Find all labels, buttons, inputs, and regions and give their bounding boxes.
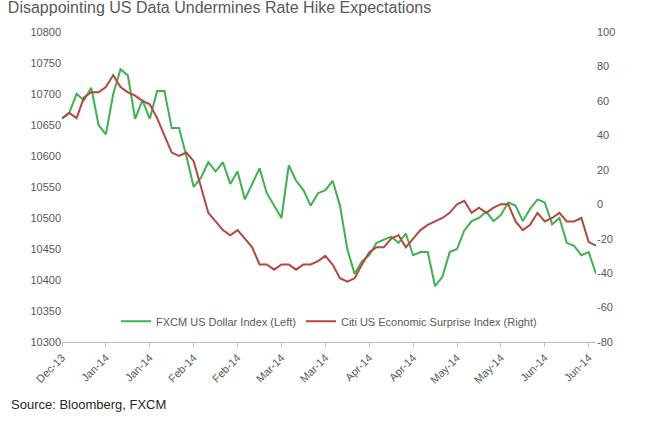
svg-text:10550: 10550 <box>30 181 61 193</box>
svg-text:Jun-14: Jun-14 <box>518 352 550 384</box>
svg-text:10800: 10800 <box>30 26 61 38</box>
svg-text:May-14: May-14 <box>428 352 462 386</box>
svg-text:10500: 10500 <box>30 212 61 224</box>
svg-text:Jan-14: Jan-14 <box>79 352 111 384</box>
svg-text:Citi US Economic Surprise Inde: Citi US Economic Surprise Index (Right) <box>341 316 537 328</box>
svg-text:Dec-13: Dec-13 <box>34 352 68 386</box>
svg-text:10600: 10600 <box>30 150 61 162</box>
svg-text:10700: 10700 <box>30 88 61 100</box>
svg-text:Mar-14: Mar-14 <box>254 352 287 385</box>
svg-text:80: 80 <box>597 60 609 72</box>
svg-text:10450: 10450 <box>30 243 61 255</box>
svg-text:-80: -80 <box>597 336 613 348</box>
svg-text:0: 0 <box>597 198 603 210</box>
svg-text:10300: 10300 <box>30 336 61 348</box>
svg-text:Feb-14: Feb-14 <box>210 352 243 385</box>
svg-text:-20: -20 <box>597 233 613 245</box>
svg-text:Disappointing US Data Undermin: Disappointing US Data Undermines Rate Hi… <box>8 0 431 16</box>
svg-text:May-14: May-14 <box>472 352 506 386</box>
svg-text:40: 40 <box>597 129 609 141</box>
svg-text:10750: 10750 <box>30 57 61 69</box>
svg-text:FXCM US Dollar Index (Left): FXCM US Dollar Index (Left) <box>156 316 296 328</box>
svg-text:Apr-14: Apr-14 <box>387 352 419 384</box>
svg-text:Feb-14: Feb-14 <box>166 352 199 385</box>
svg-text:Jan-14: Jan-14 <box>123 352 155 384</box>
svg-text:Apr-14: Apr-14 <box>343 352 375 384</box>
svg-text:60: 60 <box>597 95 609 107</box>
svg-text:10350: 10350 <box>30 305 61 317</box>
svg-text:10400: 10400 <box>30 274 61 286</box>
svg-text:Source: Bloomberg, FXCM: Source: Bloomberg, FXCM <box>11 397 166 412</box>
svg-text:20: 20 <box>597 164 609 176</box>
svg-text:100: 100 <box>597 26 615 38</box>
svg-text:-40: -40 <box>597 267 613 279</box>
svg-text:Jun-14: Jun-14 <box>562 352 594 384</box>
svg-text:Mar-14: Mar-14 <box>298 352 331 385</box>
svg-text:10650: 10650 <box>30 119 61 131</box>
svg-text:-60: -60 <box>597 301 613 313</box>
